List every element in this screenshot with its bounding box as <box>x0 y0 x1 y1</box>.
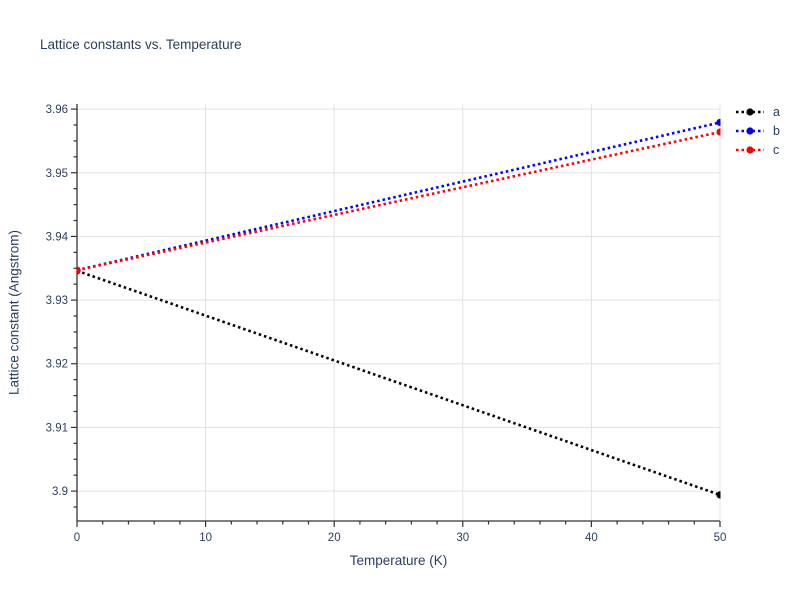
y-tick-label: 3.93 <box>46 295 68 307</box>
legend-line-sample <box>736 107 764 116</box>
legend-item-b: b <box>735 123 780 138</box>
y-tick-label: 3.94 <box>46 231 69 243</box>
y-tick-labels: 3.9 3.91 3.92 3.93 3.94 3.95 3.96 <box>46 104 69 498</box>
y-tick-label: 3.95 <box>46 168 68 180</box>
gridlines <box>76 104 721 521</box>
chart-title: Lattice constants vs. Temperature <box>40 37 242 52</box>
x-axis-label: Temperature (K) <box>349 553 448 568</box>
legend-label: a <box>773 104 780 119</box>
y-tick-label: 3.92 <box>46 359 68 371</box>
series-lines <box>76 118 721 499</box>
legend-label: b <box>773 123 780 138</box>
axis-spines <box>76 104 720 522</box>
series-marker-c <box>716 128 721 136</box>
x-tick-label: 0 <box>74 532 80 544</box>
legend-line-sample <box>736 126 764 135</box>
y-tick-label: 3.9 <box>52 486 68 498</box>
legend-line-sample <box>736 145 764 154</box>
x-tick-labels: 0 10 20 30 40 50 <box>74 532 727 544</box>
x-tick-label: 40 <box>585 532 598 544</box>
series-line-c <box>76 130 721 272</box>
x-tick-label: 20 <box>328 532 341 544</box>
y-tick-label: 3.96 <box>46 104 68 116</box>
legend-item-c: c <box>735 142 780 157</box>
series-line-b <box>76 121 721 272</box>
x-tick-label: 50 <box>714 532 727 544</box>
legend-item-a: a <box>735 104 780 119</box>
x-tick-label: 30 <box>456 532 469 544</box>
series-marker-a <box>716 491 721 499</box>
axis-ticks <box>71 108 721 527</box>
series-marker-b <box>716 118 721 127</box>
series-line-a <box>76 269 721 497</box>
x-tick-label: 10 <box>199 532 212 544</box>
series-marker-c <box>76 266 81 274</box>
legend-label: c <box>773 142 780 157</box>
y-tick-label: 3.91 <box>46 422 68 434</box>
